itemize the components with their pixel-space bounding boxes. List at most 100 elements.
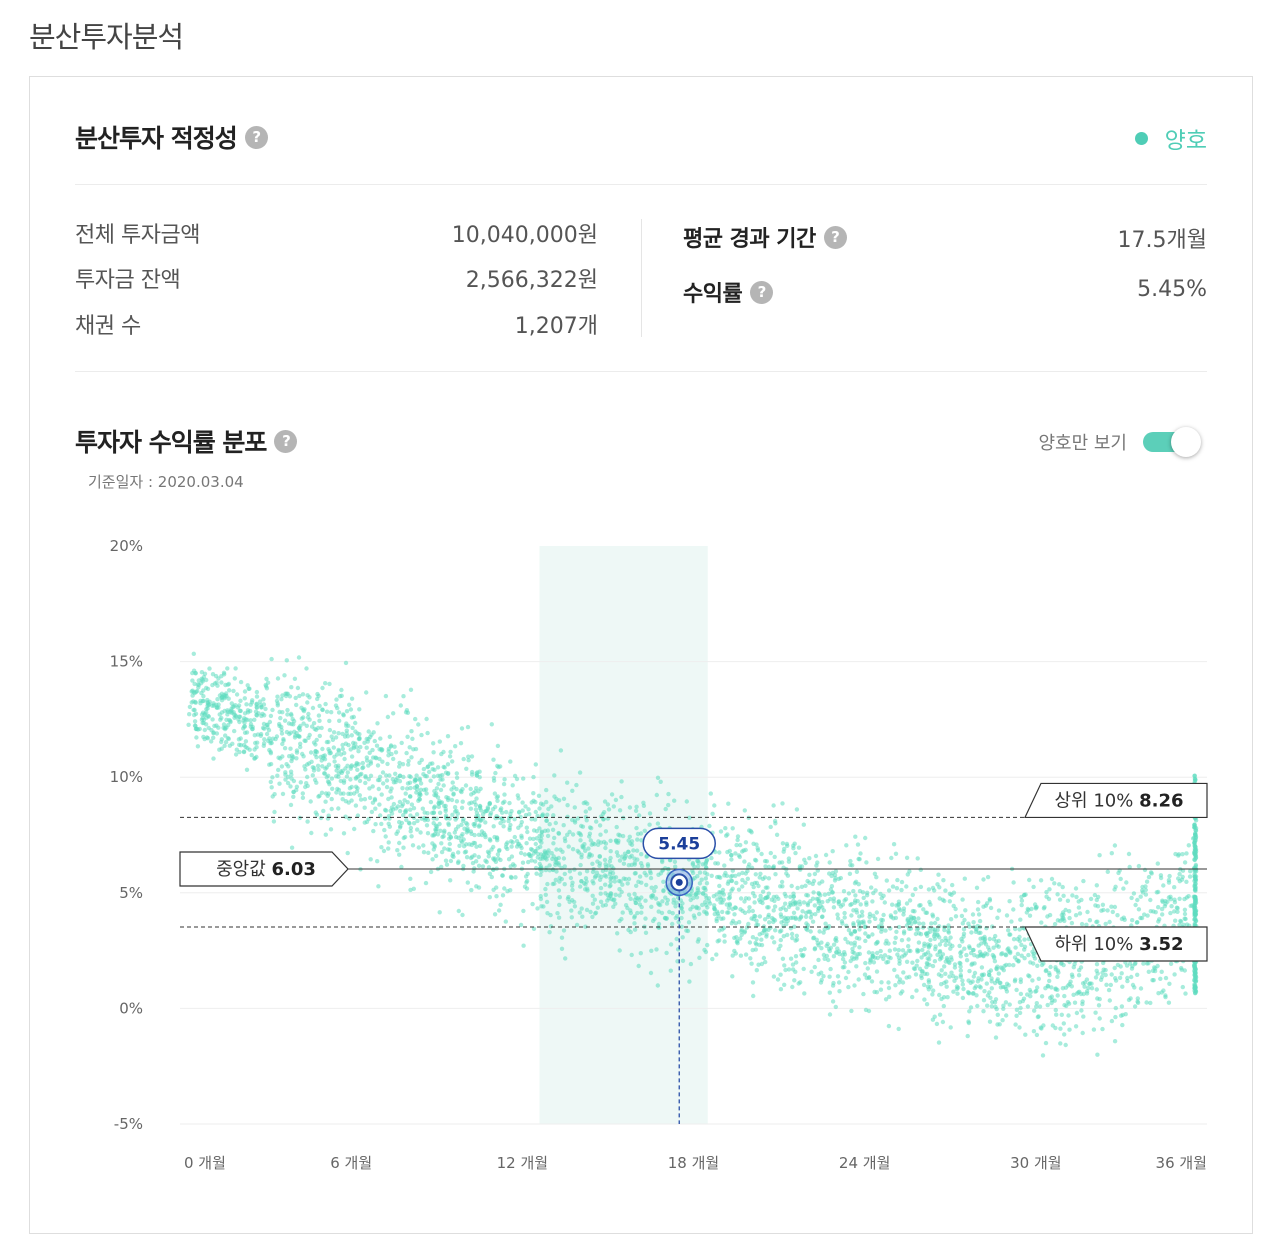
scatter-point [672,859,678,864]
scatter-point [570,832,576,837]
scatter-point [771,803,776,808]
scatter-point [1135,897,1140,903]
scatter-point [1193,833,1198,838]
scatter-point [824,953,830,959]
scatter-point [483,834,488,840]
scatter-point [1030,949,1035,954]
question-circle-icon[interactable]: ? [274,429,298,453]
question-circle-icon[interactable]: ? [823,225,847,249]
scatter-point [893,910,898,915]
scatter-point [258,731,264,737]
scatter-point [739,932,744,938]
scatter-point [926,980,932,985]
scatter-point [389,786,394,791]
scatter-point [380,747,385,752]
question-circle-icon[interactable]: ? [244,125,268,149]
toggle-knob[interactable] [1171,427,1201,457]
scatter-point [969,962,974,967]
scatter-point [1160,898,1165,903]
scatter-point [508,864,513,869]
scatter-point [234,692,240,697]
scatter-point [823,921,828,926]
scatter-point [977,918,983,924]
scatter-point [479,829,485,834]
scatter-point [323,766,328,771]
my-point-label-box [642,827,716,860]
scatter-point [635,831,641,837]
scatter-point [740,877,745,883]
scatter-point [880,918,885,923]
scatter-point [1043,1040,1049,1046]
scatter-point [533,762,538,767]
x-tick-label: 12 개월 [497,1154,548,1172]
stat-value-avg-period: 17.5개월 [1117,228,1207,253]
scatter-point [932,888,937,893]
scatter-point [393,750,399,755]
good-only-toggle[interactable] [1143,427,1201,457]
scatter-point [1067,915,1072,921]
scatter-point [285,774,291,780]
scatter-point [236,717,241,722]
scatter-point [745,876,750,881]
scatter-point [654,792,659,798]
scatter-point [609,896,614,902]
scatter-point [874,969,880,974]
scatter-point [776,947,781,952]
scatter-point [323,832,328,837]
scatter-point [437,910,442,915]
scatter-point [189,700,194,705]
scatter-point [486,854,491,859]
scatter-point [517,810,522,815]
scatter-point [790,915,796,920]
scatter-point [789,931,795,937]
scatter-point [579,906,584,911]
scatter-point [1159,969,1164,974]
scatter-point [434,786,440,791]
scatter-point [390,807,396,812]
scatter-point [886,1023,892,1029]
divider [75,371,1207,372]
scatter-point [849,1008,854,1014]
scatter-point [275,676,281,681]
scatter-point [747,905,752,910]
scatter-point [775,977,781,982]
good-only-toggle-wrap: 양호만 보기 [1038,427,1201,457]
scatter-point [336,710,342,715]
question-circle-icon[interactable]: ? [750,280,774,304]
scatter-point [1028,989,1033,995]
scatter-point [780,884,785,889]
scatter-point [349,784,354,790]
scatter-point [528,846,534,852]
scatter-point [758,893,763,899]
scatter-point [565,803,570,808]
scatter-point [317,718,322,723]
scatter-point [870,951,875,956]
scatter-point [751,884,756,890]
scatter-point [474,844,479,849]
scatter-point [503,919,508,924]
scatter-point [979,972,985,977]
scatter-point [936,1040,942,1045]
scatter-point [1018,991,1024,997]
status-label: 양호 [1164,128,1207,154]
scatter-point [288,711,294,717]
scatter-point [448,858,454,864]
scatter-point [556,888,562,893]
scatter-point [598,832,603,837]
scatter-point [590,901,596,906]
scatter-point [900,954,905,959]
scatter-point [1098,977,1104,982]
scatter-point [684,928,689,933]
scatter-point [786,967,792,972]
scatter-point [727,903,733,908]
scatter-point [1095,971,1100,976]
scatter-point [357,732,362,737]
scatter-point [383,834,388,839]
scatter-point [961,986,966,992]
scatter-point [414,773,419,778]
scatter-point [963,908,968,913]
scatter-point [964,958,970,963]
scatter-point [602,810,607,815]
scatter-point [979,965,985,970]
scatter-point [337,718,342,723]
